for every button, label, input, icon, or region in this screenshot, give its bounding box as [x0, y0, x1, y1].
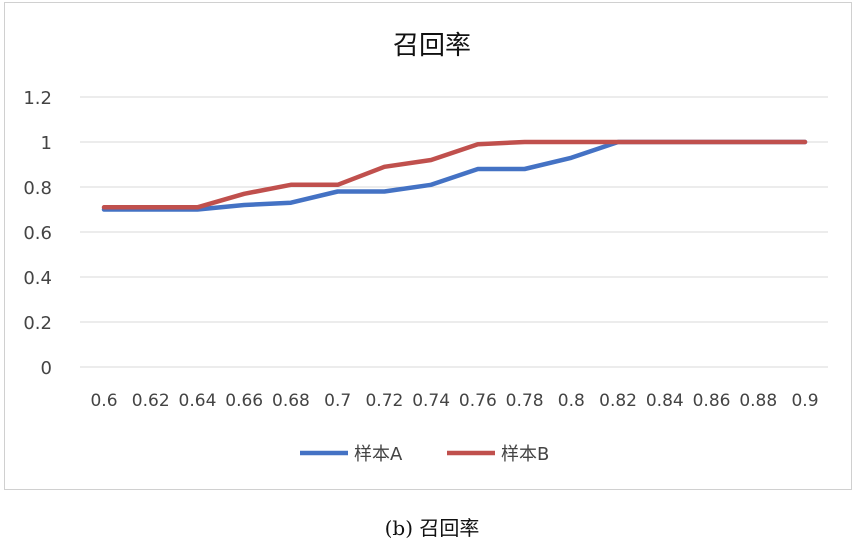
y-tick-label: 1 [41, 133, 52, 154]
x-tick-label: 0.68 [272, 391, 310, 411]
x-tick-label: 0.8 [558, 391, 585, 411]
legend-label: 样本A [354, 444, 403, 465]
x-axis-ticks: 0.6 0.62 0.64 0.66 0.68 0.7 0.72 0.74 0.76 0.78 0.… [90, 391, 818, 411]
x-tick-label: 0.74 [412, 391, 450, 411]
x-tick-label: 0.64 [179, 391, 217, 411]
x-tick-label: 0.88 [739, 391, 777, 411]
legend-label: 样本B [501, 444, 549, 465]
chart-title: 召回率 [393, 31, 471, 61]
x-tick-label: 0.86 [693, 391, 731, 411]
y-tick-label: 0.2 [23, 313, 52, 334]
series-lines [101, 139, 808, 212]
grid-lines [80, 96, 828, 368]
x-tick-label: 0.7 [324, 391, 351, 411]
x-tick-label: 0.72 [365, 391, 403, 411]
legend: 样本A 样本B [300, 444, 549, 465]
x-tick-label: 0.76 [459, 391, 497, 411]
series-line-b [101, 139, 808, 210]
y-tick-label: 0.4 [23, 268, 52, 289]
y-tick-label: 0.6 [23, 223, 52, 244]
y-tick-label: 0 [41, 358, 52, 379]
x-tick-label: 0.9 [791, 391, 818, 411]
x-tick-label: 0.82 [599, 391, 637, 411]
x-tick-label: 0.66 [225, 391, 263, 411]
x-tick-label: 0.78 [506, 391, 544, 411]
y-tick-label: 1.2 [23, 88, 52, 109]
y-tick-label: 0.8 [23, 178, 52, 199]
y-axis-ticks: 0 0.2 0.4 0.6 0.8 1 1.2 [23, 88, 52, 379]
x-tick-label: 0.62 [132, 391, 170, 411]
x-tick-label: 0.6 [90, 391, 117, 411]
figure-caption: (b) 召回率 [384, 516, 480, 540]
x-tick-label: 0.84 [646, 391, 684, 411]
chart-frame [4, 2, 852, 490]
